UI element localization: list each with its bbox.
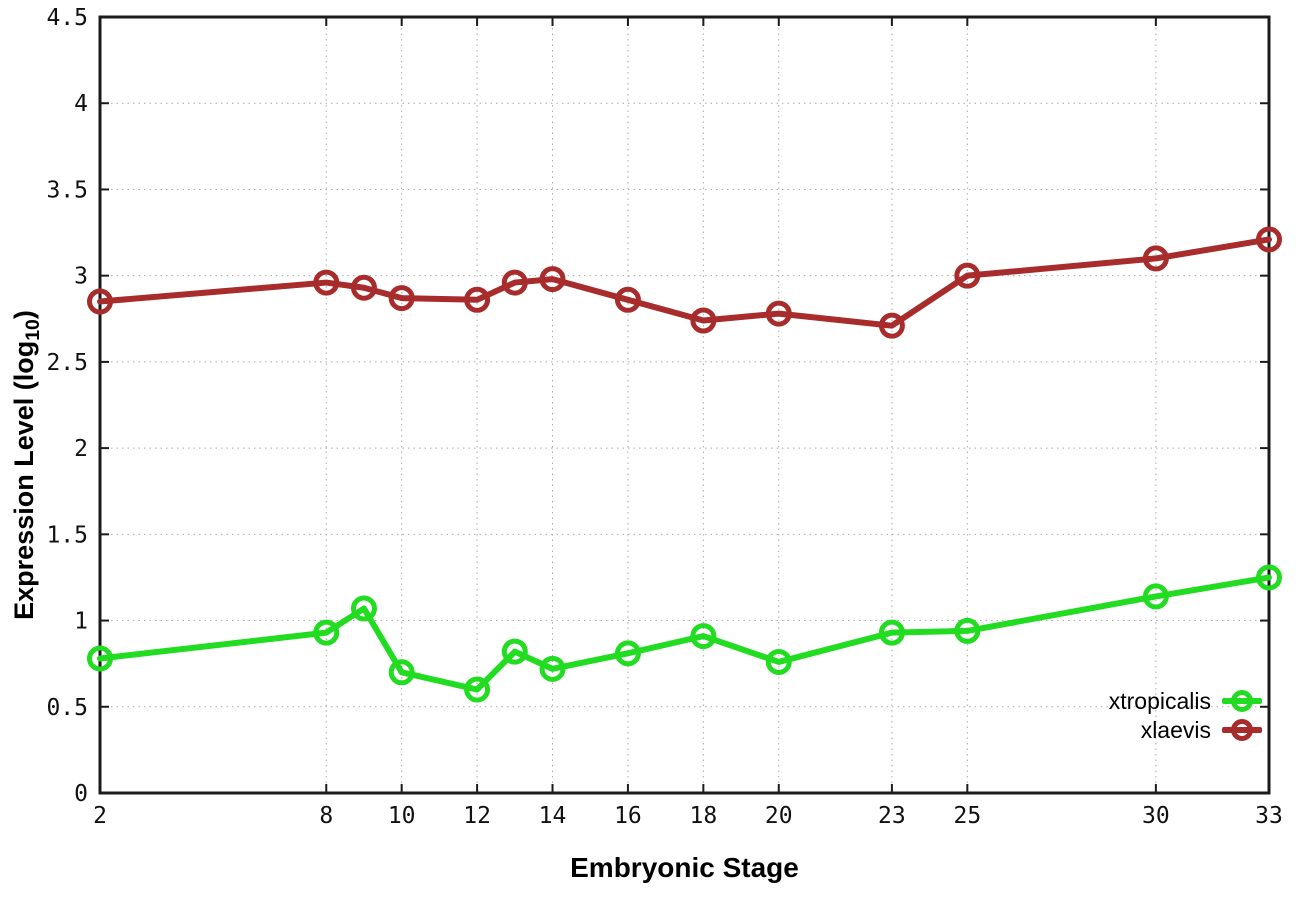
y-tick-label: 2.5	[46, 350, 88, 376]
data-point-xlaevis	[313, 269, 340, 296]
y-tick-label: 3.5	[46, 177, 88, 203]
data-point-xtropicalis	[878, 619, 905, 646]
legend-item-xtropicalis: xtropicalis	[1109, 689, 1262, 713]
data-point-xlaevis	[878, 312, 905, 339]
data-point-xtropicalis	[350, 595, 377, 622]
data-point-xlaevis	[690, 307, 717, 334]
data-point-xlaevis	[1256, 226, 1282, 253]
data-point-xtropicalis	[1256, 564, 1282, 591]
data-point-xtropicalis	[690, 623, 717, 650]
x-tick-label: 23	[878, 803, 906, 829]
data-point-xlaevis	[1142, 245, 1169, 272]
open-circle-marker-icon	[1231, 690, 1253, 712]
y-tick-label: 2	[74, 436, 88, 462]
x-tick-label: 14	[539, 803, 567, 829]
open-circle-marker-icon	[1231, 719, 1253, 741]
data-point-xtropicalis	[87, 645, 113, 672]
data-point-xlaevis	[614, 286, 641, 313]
x-tick-label: 8	[319, 803, 333, 829]
data-point-xtropicalis	[539, 655, 566, 682]
y-tick-label: 1.5	[46, 522, 88, 548]
series-line-xlaevis	[97, 236, 1272, 329]
data-point-xlaevis	[501, 269, 528, 296]
data-point-xlaevis	[388, 285, 415, 312]
data-point-xtropicalis	[614, 640, 641, 667]
y-tick-label: 3	[74, 264, 88, 290]
x-tick-label: 16	[614, 803, 642, 829]
y-tick-label: 4.5	[46, 5, 88, 31]
data-point-xlaevis	[350, 274, 377, 301]
legend-item-xlaevis: xlaevis	[1109, 718, 1262, 742]
x-tick-label: 2	[93, 803, 107, 829]
x-axis-title: Embryonic Stage	[570, 852, 799, 883]
x-tick-label: 10	[388, 803, 416, 829]
x-tick-label: 12	[463, 803, 491, 829]
x-tick-label: 18	[690, 803, 718, 829]
y-axis-title-text: Expression Level (log	[8, 340, 39, 620]
x-tick-label: 30	[1142, 803, 1170, 829]
y-axis-title-suffix: )	[8, 310, 39, 320]
y-tick-label: 0	[74, 781, 88, 807]
x-tick-label: 33	[1255, 803, 1283, 829]
series-line-xtropicalis	[97, 574, 1272, 693]
data-point-xlaevis	[765, 300, 792, 327]
data-point-xtropicalis	[313, 619, 340, 646]
data-point-xlaevis	[539, 266, 566, 293]
legend-label-xlaevis: xlaevis	[1140, 717, 1211, 743]
chart-legend: xtropicalis xlaevis	[1109, 689, 1262, 747]
legend-label-xtropicalis: xtropicalis	[1108, 688, 1211, 714]
data-point-xlaevis	[87, 288, 113, 315]
data-point-xtropicalis	[388, 659, 415, 686]
data-point-xtropicalis	[765, 648, 792, 675]
y-tick-label: 1	[74, 609, 88, 635]
x-tick-label: 25	[953, 803, 981, 829]
data-point-xtropicalis	[501, 638, 528, 665]
y-tick-label: 4	[74, 91, 88, 117]
data-point-xtropicalis	[954, 617, 981, 644]
plot-border	[98, 15, 1271, 795]
data-point-xtropicalis	[464, 676, 491, 703]
data-point-xtropicalis	[1142, 583, 1169, 610]
data-point-xlaevis	[954, 262, 981, 289]
legend-marker-xtropicalis	[1222, 689, 1262, 713]
y-tick-label: 0.5	[46, 695, 88, 721]
y-axis-title: Expression Level (log10)	[9, 310, 45, 620]
x-tick-label: 20	[765, 803, 793, 829]
y-axis-title-subscript: 10	[22, 319, 45, 341]
data-point-xlaevis	[464, 286, 491, 313]
legend-marker-xlaevis	[1222, 718, 1262, 742]
